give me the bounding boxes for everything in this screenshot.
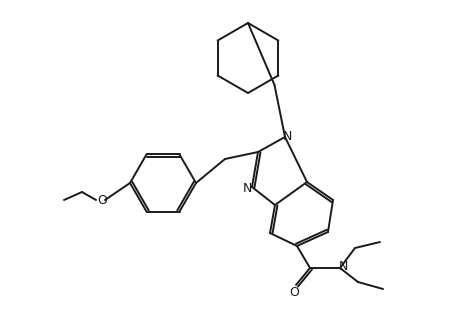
Text: N: N [282,129,292,142]
Text: O: O [289,285,299,299]
Text: N: N [242,182,252,194]
Text: O: O [97,193,107,207]
Text: N: N [338,259,348,272]
